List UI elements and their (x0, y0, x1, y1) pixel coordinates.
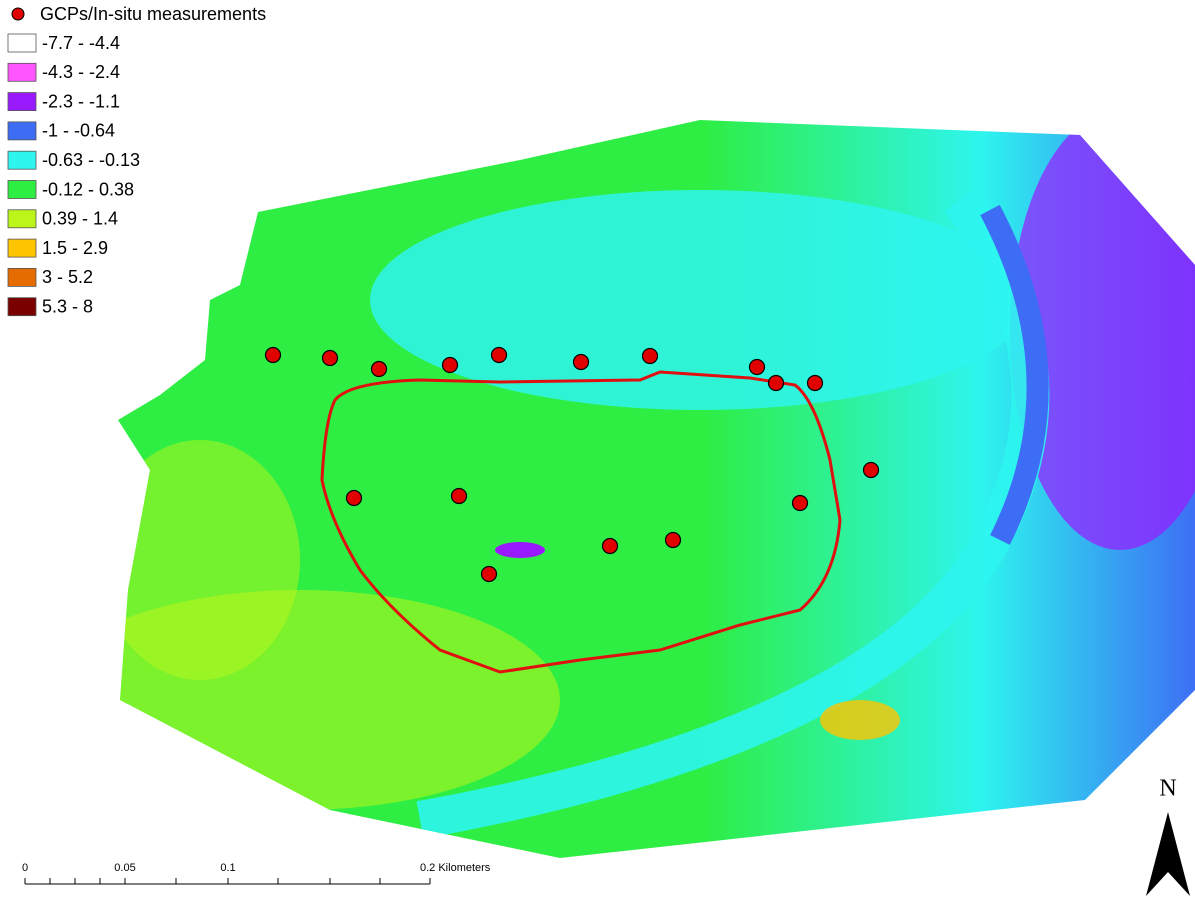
map-figure: GCPs/In-situ measurements -7.7 - -4.4 -4.… (0, 0, 1195, 899)
scale-bar: 0 0.05 0.1 0.2 Kilometers (22, 862, 491, 884)
gcp-point (372, 362, 387, 377)
gcp-point (347, 491, 362, 506)
legend-point-label: GCPs/In-situ measurements (40, 4, 266, 24)
legend-label: 0.39 - 1.4 (42, 209, 118, 229)
legend-label: -0.12 - 0.38 (42, 179, 134, 199)
legend-label: -2.3 - -1.1 (42, 91, 120, 111)
legend: GCPs/In-situ measurements -7.7 - -4.4 -4.… (8, 4, 266, 317)
gcp-point (603, 539, 618, 554)
raster-zone (495, 542, 545, 558)
scale-label: 0.2 Kilometers (420, 862, 491, 874)
legend-swatch (8, 210, 36, 228)
legend-label: 1.5 - 2.9 (42, 238, 108, 258)
north-arrow-right (1168, 812, 1190, 896)
gcp-point (492, 348, 507, 363)
legend-swatch (8, 93, 36, 111)
raster (40, 100, 1195, 880)
legend-swatch (8, 34, 36, 52)
legend-swatch (8, 122, 36, 140)
legend-label: -7.7 - -4.4 (42, 33, 120, 53)
gcp-point (266, 348, 281, 363)
scale-label: 0 (22, 862, 28, 874)
gcp-point (482, 567, 497, 582)
north-arrow: N (1146, 776, 1190, 897)
gcp-point (864, 463, 879, 478)
legend-label: 5.3 - 8 (42, 296, 93, 316)
legend-swatch (8, 151, 36, 169)
gcp-point (808, 376, 823, 391)
north-label: N (1159, 776, 1176, 802)
gcp-point (769, 376, 784, 391)
raster-zone (370, 190, 1030, 410)
legend-label: 3 - 5.2 (42, 267, 93, 287)
gcp-point (750, 360, 765, 375)
legend-swatch (8, 268, 36, 286)
legend-label: -4.3 - -2.4 (42, 62, 120, 82)
gcp-point (443, 358, 458, 373)
gcp-point (666, 533, 681, 548)
north-arrow-left (1146, 812, 1168, 896)
raster-zone (100, 440, 300, 680)
gcp-point (643, 349, 658, 364)
scale-label: 0.05 (114, 862, 135, 874)
legend-point-symbol (12, 8, 24, 20)
gcp-point (574, 355, 589, 370)
legend-swatch (8, 181, 36, 199)
legend-label: -1 - -0.64 (42, 121, 115, 141)
scale-label: 0.1 (220, 862, 235, 874)
gcp-point (793, 496, 808, 511)
legend-label: -0.63 - -0.13 (42, 150, 140, 170)
legend-swatch (8, 298, 36, 316)
legend-swatch (8, 63, 36, 81)
raster-zone (820, 700, 900, 740)
gcp-point (323, 351, 338, 366)
gcp-point (452, 489, 467, 504)
raster-zone (40, 590, 560, 810)
legend-swatch (8, 239, 36, 257)
